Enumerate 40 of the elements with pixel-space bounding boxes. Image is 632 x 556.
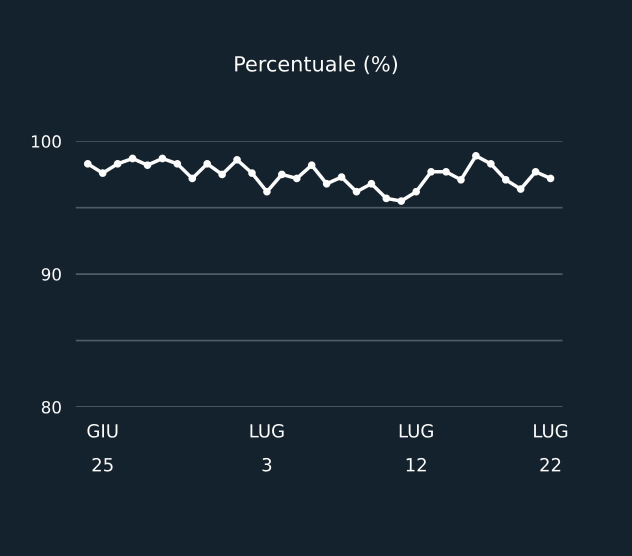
- point: [412, 188, 420, 196]
- point: [502, 176, 510, 184]
- point: [397, 197, 406, 205]
- point: [84, 160, 92, 168]
- point: [382, 194, 390, 202]
- chart-title: Percentuale (%): [235, 56, 398, 74]
- point: [457, 176, 465, 184]
- point: [472, 152, 480, 160]
- point: [218, 170, 226, 178]
- point: [292, 174, 301, 182]
- point: [263, 188, 271, 196]
- point: [174, 160, 182, 168]
- point: [98, 169, 107, 177]
- x-tick-label: LUG 22: [534, 424, 568, 472]
- point: [233, 156, 241, 164]
- point: [532, 168, 540, 176]
- y-tick-label: 80: [42, 400, 61, 414]
- x-tick-label: LUG 12: [400, 424, 433, 472]
- point: [322, 180, 330, 188]
- point: [352, 188, 360, 196]
- point: [546, 174, 554, 182]
- point: [278, 170, 286, 178]
- point: [248, 169, 256, 177]
- point: [144, 161, 152, 169]
- point: [308, 161, 316, 169]
- y-tick-label: 100: [32, 135, 61, 148]
- point: [338, 173, 346, 181]
- point: [203, 160, 212, 168]
- point: [427, 168, 435, 176]
- y-tick-label: 90: [42, 268, 61, 281]
- point: [487, 160, 495, 168]
- x-tick-label: GIU 25: [87, 424, 118, 472]
- point: [114, 160, 122, 168]
- point: [516, 185, 525, 193]
- point: [188, 174, 196, 182]
- x-tick-label: LUG 3: [250, 424, 284, 472]
- point: [368, 180, 376, 188]
- point: [158, 154, 166, 162]
- point: [128, 154, 136, 162]
- point: [442, 168, 450, 176]
